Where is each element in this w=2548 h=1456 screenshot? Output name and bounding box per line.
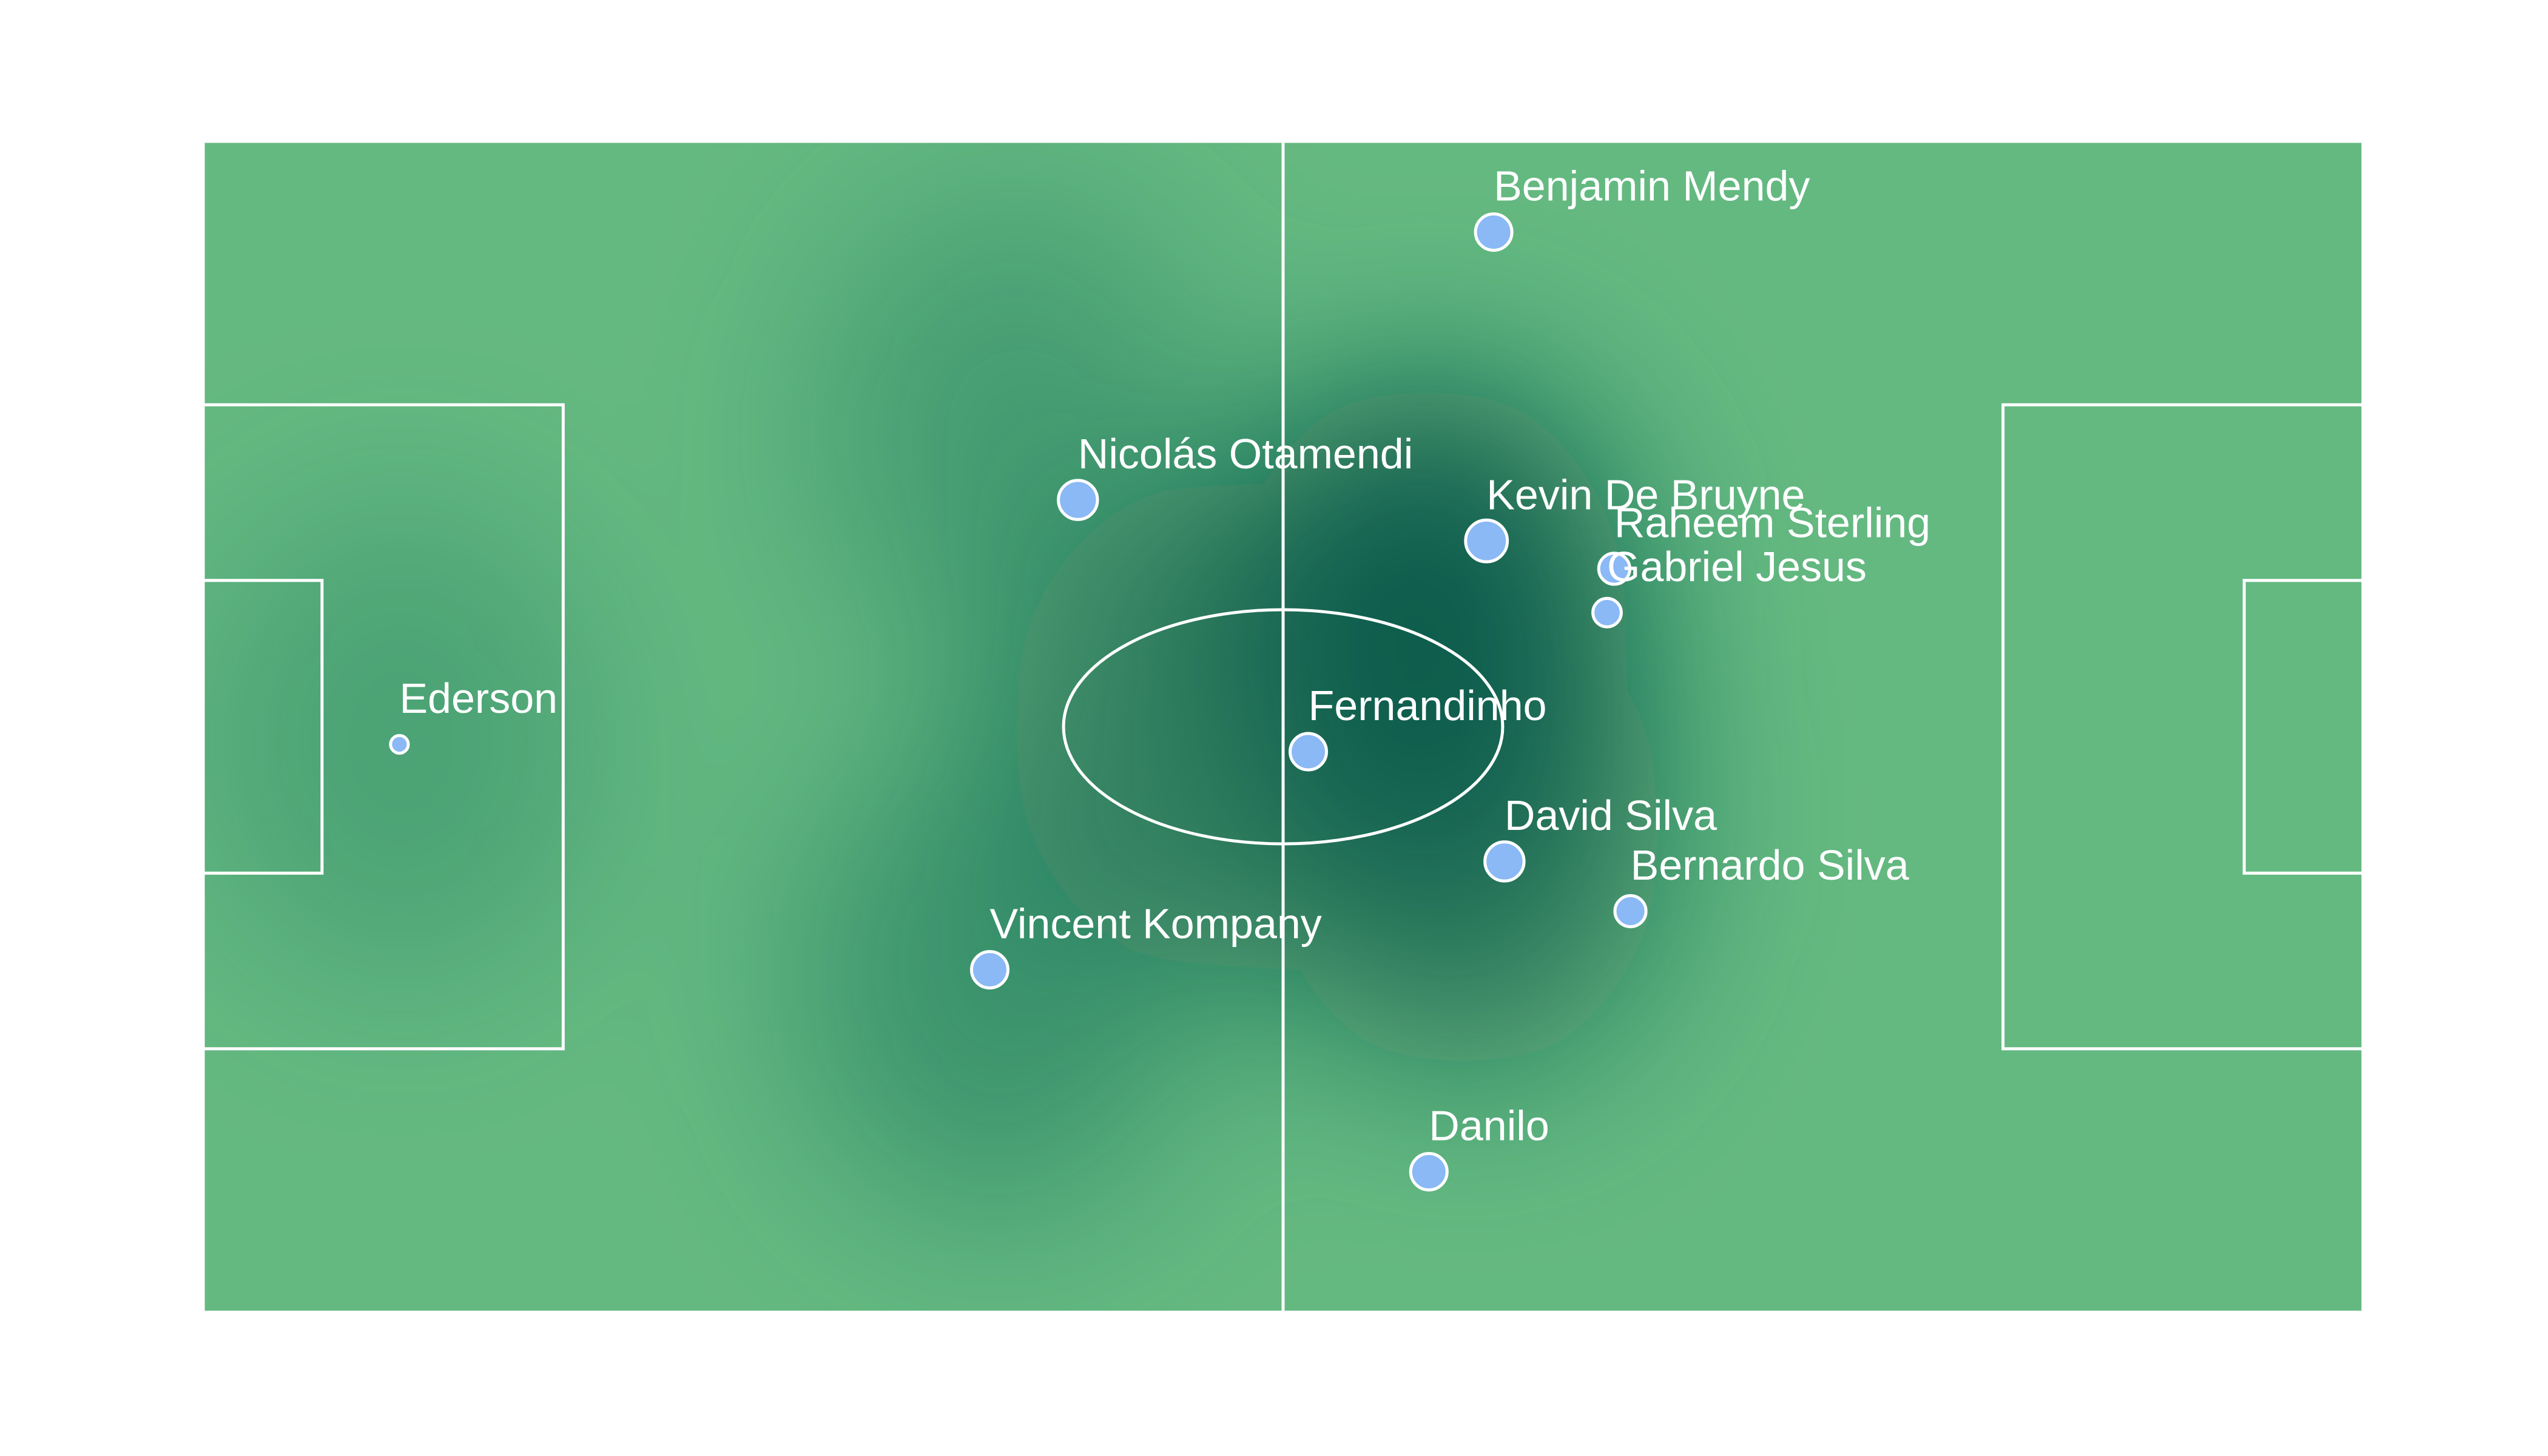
- player-label: Fernandinho: [1309, 682, 1547, 729]
- center-circle: [1062, 608, 1505, 846]
- player-dot: [1464, 518, 1509, 564]
- player-dot: [389, 733, 410, 755]
- player-label: Nicolás Otamendi: [1078, 430, 1413, 477]
- player-label: David Silva: [1505, 792, 1717, 839]
- right-six-yard-box: [2242, 579, 2365, 875]
- player-dot: [969, 949, 1009, 989]
- pitch-lines: [201, 140, 2365, 1314]
- player-dot: [1591, 596, 1623, 629]
- player-dot: [1289, 732, 1329, 772]
- player-dot: [1483, 840, 1526, 883]
- left-six-yard-box: [201, 579, 324, 875]
- heat-spot: [813, 191, 1213, 677]
- player-dot: [1597, 551, 1631, 586]
- player-label: Benjamin Mendy: [1494, 163, 1810, 210]
- player-dot: [1409, 1151, 1449, 1191]
- player-dot: [1057, 479, 1099, 521]
- player-label: Kevin De Bruyne: [1486, 471, 1805, 519]
- player-label: Raheem Sterling: [1614, 499, 1930, 546]
- player-label: Ederson: [399, 675, 558, 722]
- player-label: Gabriel Jesus: [1607, 543, 1867, 590]
- player-label: Danilo: [1429, 1102, 1549, 1149]
- player-label: Vincent Kompany: [989, 900, 1321, 947]
- player-label: Bernardo Silva: [1631, 841, 1909, 889]
- players-layer: Benjamin Mendy Nicolás Otamendi Kevin De B…: [389, 163, 1930, 1191]
- heatmap-layer: [203, 191, 1663, 1219]
- player-dot: [1474, 212, 1514, 252]
- player-dot: [1613, 894, 1648, 929]
